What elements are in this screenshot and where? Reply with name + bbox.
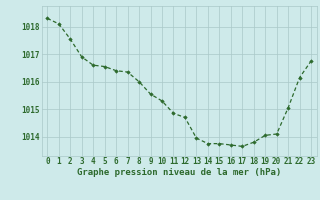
X-axis label: Graphe pression niveau de la mer (hPa): Graphe pression niveau de la mer (hPa) <box>77 168 281 177</box>
